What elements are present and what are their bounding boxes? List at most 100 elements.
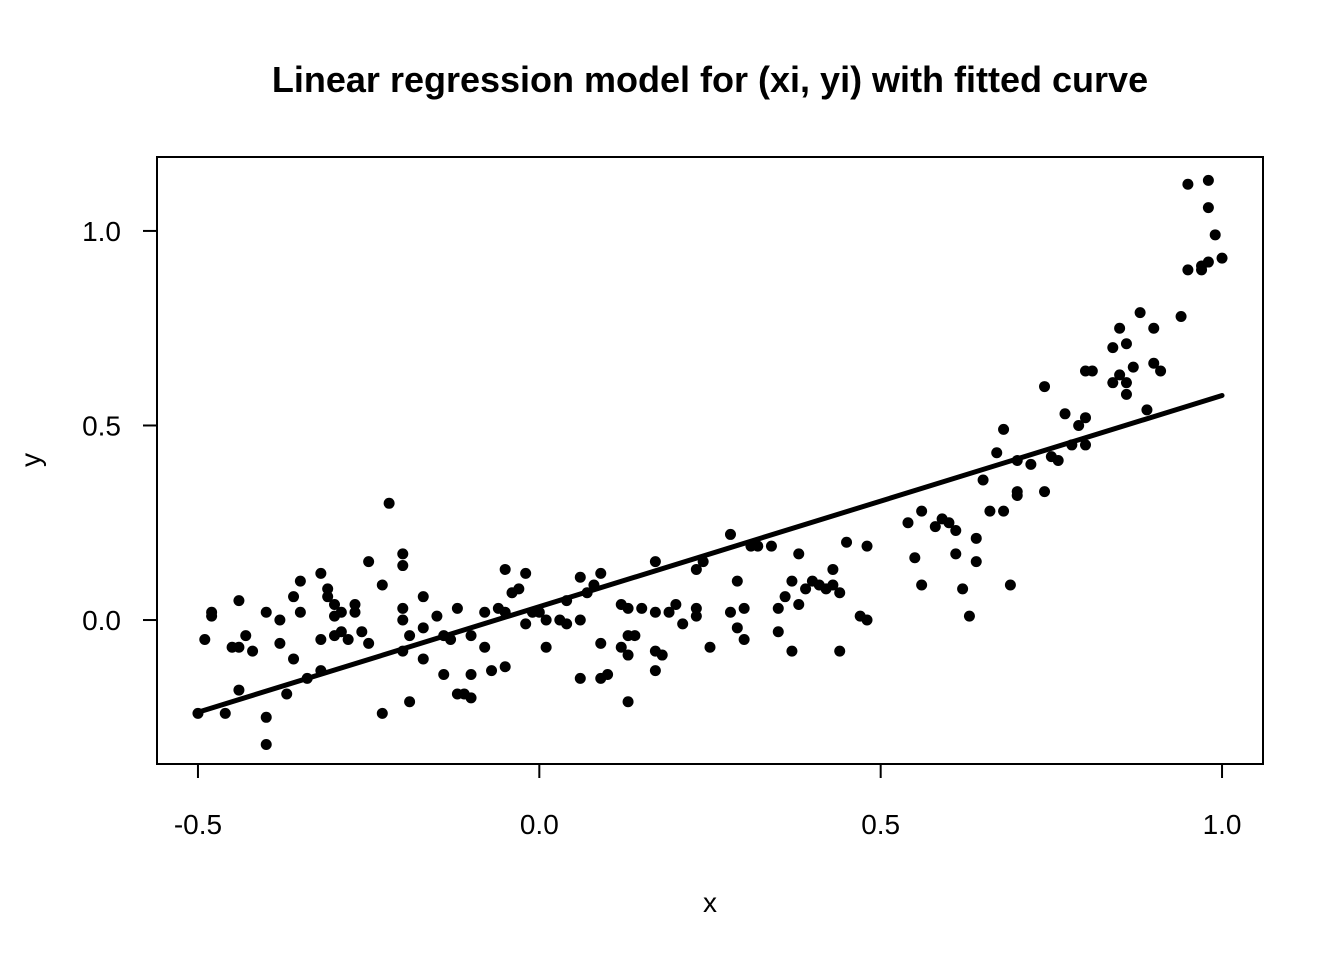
data-point (902, 517, 914, 529)
data-point (329, 598, 341, 610)
data-point (199, 633, 211, 645)
data-point (1155, 365, 1167, 377)
data-point (649, 665, 661, 677)
data-point (520, 618, 532, 630)
data-point (772, 602, 784, 614)
data-point (247, 645, 259, 657)
data-point (233, 641, 245, 653)
data-point (663, 606, 675, 618)
data-point (404, 630, 416, 642)
data-point (240, 630, 252, 642)
x-axis: -0.5 0.0 0.5 1.0 (174, 763, 1242, 840)
data-point (288, 653, 300, 665)
data-point (690, 610, 702, 622)
data-point (206, 610, 218, 622)
data-point (574, 614, 586, 626)
data-point (1039, 486, 1051, 498)
data-point (1114, 322, 1126, 334)
x-tick-label: -0.5 (174, 809, 222, 840)
y-axis: 0.0 0.5 1.0 (82, 216, 158, 636)
data-point (1202, 256, 1214, 268)
data-point (622, 696, 634, 708)
data-point (752, 540, 764, 552)
data-point (1202, 202, 1214, 214)
data-point (1086, 365, 1098, 377)
data-point (786, 575, 798, 587)
data-point (315, 567, 327, 579)
data-point (800, 583, 812, 595)
data-point (540, 641, 552, 653)
data-point (1011, 486, 1023, 498)
data-point (322, 583, 334, 595)
scatter-points (192, 174, 1228, 751)
data-point (479, 641, 491, 653)
data-point (1039, 381, 1051, 393)
data-point (499, 661, 511, 673)
data-point (499, 563, 511, 575)
data-point (595, 567, 607, 579)
data-point (1202, 174, 1214, 186)
data-point (731, 575, 743, 587)
data-point (1120, 377, 1132, 389)
data-point (991, 447, 1003, 459)
data-point (486, 665, 498, 677)
data-point (1127, 361, 1139, 373)
data-point (1059, 408, 1071, 420)
data-point (479, 606, 491, 618)
data-point (513, 583, 525, 595)
data-point (615, 641, 627, 653)
data-point (970, 532, 982, 544)
data-point (1073, 419, 1085, 431)
y-tick-label: 0.0 (82, 605, 121, 636)
data-point (649, 606, 661, 618)
data-point (1107, 342, 1119, 354)
data-point (397, 548, 409, 560)
data-point (943, 517, 955, 529)
data-point (827, 579, 839, 591)
data-point (404, 696, 416, 708)
data-point (602, 669, 614, 681)
data-point (998, 423, 1010, 435)
y-tick-label: 1.0 (82, 216, 121, 247)
data-point (595, 637, 607, 649)
data-point (233, 595, 245, 607)
data-point (690, 563, 702, 575)
data-point (397, 560, 409, 572)
data-point (520, 567, 532, 579)
data-point (335, 626, 347, 638)
data-point (738, 602, 750, 614)
data-point (1196, 264, 1208, 276)
data-point (219, 707, 231, 719)
data-point (861, 540, 873, 552)
data-point (233, 684, 245, 696)
data-point (356, 626, 368, 638)
data-point (636, 602, 648, 614)
data-point (786, 645, 798, 657)
data-point (349, 606, 361, 618)
data-point (690, 602, 702, 614)
x-tick-label: 0.0 (520, 809, 559, 840)
data-point (397, 602, 409, 614)
data-point (383, 497, 395, 509)
data-point (274, 614, 286, 626)
data-point (793, 548, 805, 560)
data-point (1120, 338, 1132, 350)
data-point (294, 606, 306, 618)
data-point (1182, 178, 1194, 190)
data-point (540, 614, 552, 626)
data-point (970, 556, 982, 568)
data-point (1175, 311, 1187, 323)
data-point (834, 645, 846, 657)
chart-title: Linear regression model for (xi, yi) wit… (272, 59, 1148, 100)
data-point (916, 579, 928, 591)
data-point (574, 571, 586, 583)
data-point (1079, 412, 1091, 424)
data-point (376, 707, 388, 719)
data-point (1134, 307, 1146, 319)
data-point (322, 591, 334, 603)
data-point (1148, 322, 1160, 334)
data-point (465, 630, 477, 642)
x-axis-label: x (703, 887, 717, 918)
data-point (417, 653, 429, 665)
data-point (738, 633, 750, 645)
